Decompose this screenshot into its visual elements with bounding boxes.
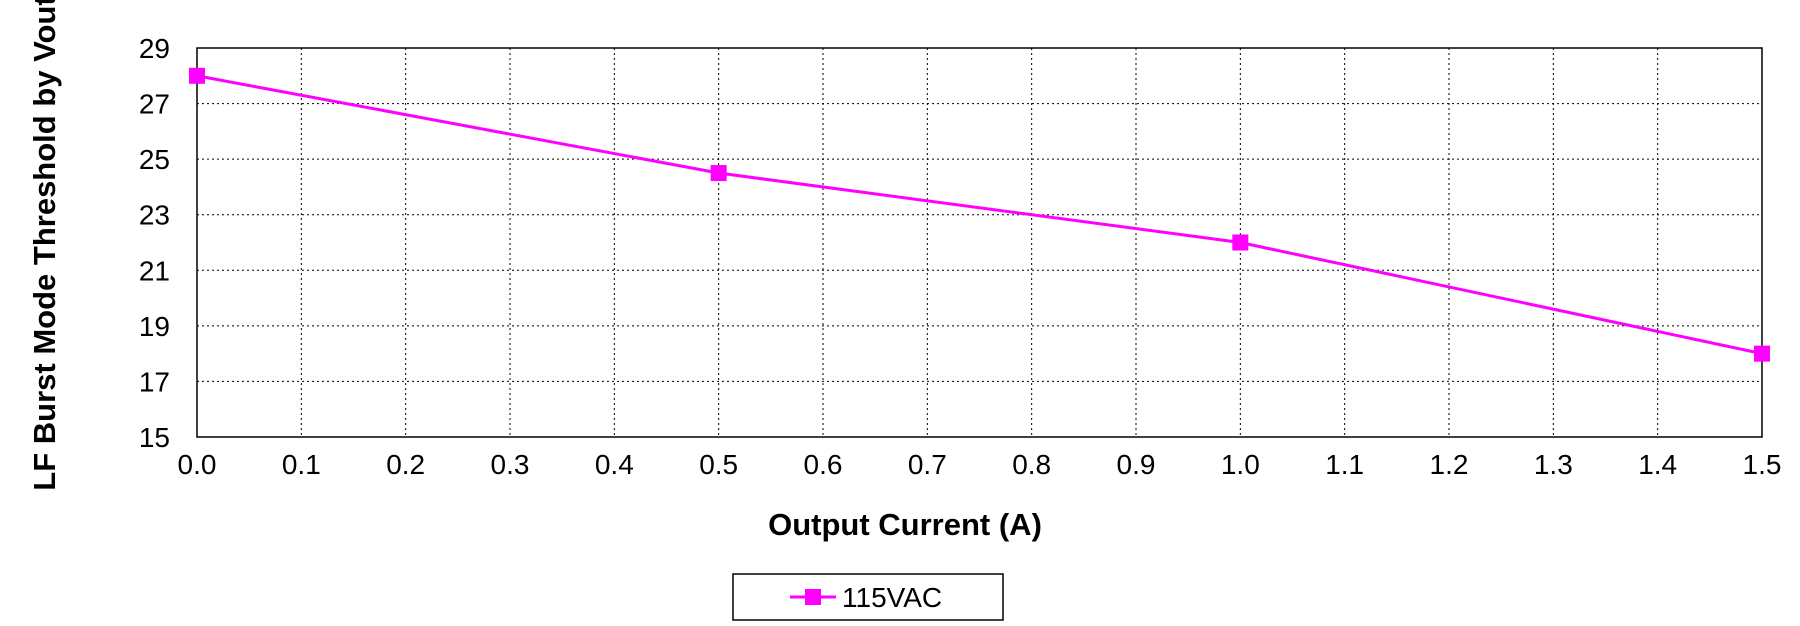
x-tick-label: 0.1: [282, 449, 321, 480]
y-tick-label: 15: [139, 422, 170, 453]
legend-marker-swatch: [805, 589, 821, 605]
plot-area-frame: [196, 47, 1763, 438]
x-tick-label: 1.5: [1743, 449, 1782, 480]
y-tick-label: 23: [139, 200, 170, 231]
x-axis-title: Output Current (A): [768, 507, 1042, 542]
x-tick-label: 1.3: [1534, 449, 1573, 480]
legend-box: [732, 573, 1004, 621]
data-point-marker: [1754, 345, 1770, 362]
series-line: [196, 74, 1763, 356]
x-tick-label: 1.0: [1221, 449, 1260, 480]
y-tick-label: 19: [139, 311, 170, 342]
grid-layer: [197, 48, 1762, 437]
legend-label: 115VAC: [842, 582, 942, 613]
y-tick-label: 27: [139, 89, 170, 120]
y-tick-label: 29: [139, 33, 170, 64]
data-point-marker: [710, 165, 727, 182]
x-tick-label: 0.0: [178, 449, 217, 480]
x-tick-label: 1.2: [1430, 449, 1469, 480]
y-tick-label: 25: [139, 144, 170, 175]
x-tick-label: 0.6: [804, 449, 843, 480]
y-axis-title: LF Burst Mode Threshold by Vout: [27, 0, 62, 491]
y-tick-label: 21: [139, 255, 170, 286]
x-tick-label: 0.5: [699, 449, 738, 480]
x-tick-label: 1.1: [1325, 449, 1364, 480]
x-tick-label: 0.9: [1117, 449, 1156, 480]
data-point-marker: [189, 67, 205, 84]
tick-labels: 0.0 0.1 0.2 0.3 0.4 0.5 0.6 0.7 0.8 0.9 1.0 1.1 1.2 1…: [139, 33, 1782, 480]
y-tick-label: 17: [139, 366, 170, 397]
x-tick-label: 0.3: [491, 449, 530, 480]
x-tick-label: 0.2: [386, 449, 425, 480]
x-tick-label: 1.4: [1638, 449, 1677, 480]
x-tick-label: 0.4: [595, 449, 634, 480]
data-point-marker: [1232, 234, 1249, 251]
x-tick-label: 0.7: [908, 449, 947, 480]
x-tick-label: 0.8: [1012, 449, 1051, 480]
series-layer: [189, 67, 1770, 362]
legend: 115VAC: [732, 573, 1004, 621]
